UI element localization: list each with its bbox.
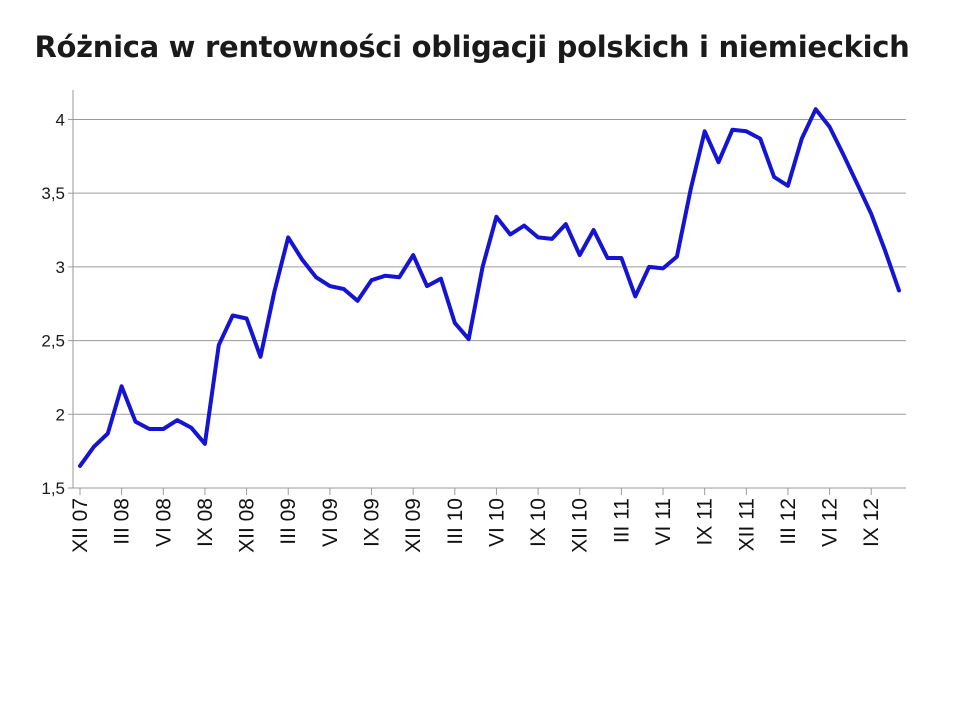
x-tick-label: VI 09 — [319, 498, 342, 547]
data-point — [730, 128, 734, 132]
data-point — [314, 275, 318, 279]
x-tick-label: IX 09 — [361, 498, 384, 547]
data-point — [481, 265, 485, 269]
data-point — [356, 299, 360, 303]
data-point — [744, 129, 748, 133]
data-point — [397, 275, 401, 279]
x-tick-label: VI 10 — [485, 498, 508, 547]
data-point — [106, 432, 110, 436]
axes — [68, 90, 906, 495]
series-layer — [78, 107, 901, 468]
chart-title: Różnica w rentowności obligacji polskich… — [34, 30, 910, 64]
data-point — [439, 277, 443, 281]
data-point — [494, 215, 498, 219]
data-point — [272, 290, 276, 294]
data-point — [855, 182, 859, 186]
y-tick-label: 1,5 — [41, 479, 65, 498]
data-point — [883, 249, 887, 253]
data-point — [814, 107, 818, 111]
data-point — [92, 445, 96, 449]
data-point — [689, 187, 693, 191]
data-point — [633, 294, 637, 298]
data-point — [786, 184, 790, 188]
data-point — [661, 266, 665, 270]
data-point — [147, 427, 151, 431]
data-point — [592, 228, 596, 232]
data-point — [328, 284, 332, 288]
data-point — [342, 287, 346, 291]
data-point — [217, 343, 221, 347]
data-point — [536, 235, 540, 239]
data-point — [772, 175, 776, 179]
data-point — [564, 222, 568, 226]
data-point — [189, 426, 193, 430]
data-point — [231, 314, 235, 318]
x-tick-label: III 11 — [610, 498, 633, 543]
y-tick-label: 3 — [56, 258, 65, 277]
data-point — [897, 289, 901, 293]
x-tick-label: VI 12 — [819, 498, 842, 547]
x-tick-label: IX 12 — [860, 498, 883, 547]
data-point — [647, 265, 651, 269]
data-point — [578, 253, 582, 257]
data-point — [175, 418, 179, 422]
data-point — [758, 137, 762, 141]
data-point — [370, 278, 374, 282]
data-point — [522, 224, 526, 228]
data-point — [134, 420, 138, 424]
grid-lines — [73, 118, 906, 415]
data-point — [619, 256, 623, 260]
x-tick-label: IX 10 — [527, 498, 550, 547]
data-point — [828, 125, 832, 129]
data-point — [245, 317, 249, 321]
y-tick-label: 2,5 — [41, 332, 65, 351]
x-tick-label: III 10 — [444, 498, 467, 545]
data-point — [120, 384, 124, 388]
x-tick-label: III 09 — [277, 498, 300, 545]
data-point — [800, 137, 804, 141]
series-line — [78, 107, 901, 468]
data-point — [286, 235, 290, 239]
x-tick-labels: XII 07 III 08 VI 08 IX 08 XII 08 III 09 VI 09 I… — [69, 498, 883, 553]
x-tick-label: VI 08 — [152, 498, 175, 547]
x-tick-label: VI 11 — [652, 498, 675, 545]
x-tick-label: XII 10 — [569, 498, 592, 553]
data-point — [717, 160, 721, 164]
data-point — [383, 274, 387, 278]
data-point — [203, 442, 207, 446]
x-tick-label: IX 11 — [694, 498, 717, 545]
data-point — [675, 255, 679, 259]
data-point — [411, 253, 415, 257]
data-point — [703, 129, 707, 133]
x-tick-label: III 08 — [111, 498, 134, 545]
x-tick-label: XII 11 — [735, 498, 758, 551]
x-tick-label: XII 09 — [402, 498, 425, 553]
y-tick-label: 4 — [56, 110, 65, 129]
data-point — [467, 337, 471, 341]
data-point — [869, 212, 873, 216]
x-tick-label: III 12 — [777, 498, 800, 545]
x-tick-label: IX 08 — [194, 498, 217, 547]
data-point — [425, 284, 429, 288]
data-point — [78, 464, 82, 468]
y-tick-label: 3,5 — [41, 184, 65, 203]
y-tick-labels: 1,5 2 2,5 3 3,5 4 — [41, 110, 65, 498]
data-point — [161, 427, 165, 431]
y-tick-label: 2 — [56, 405, 65, 424]
x-tick-label: XII 08 — [236, 498, 259, 553]
data-point — [842, 153, 846, 157]
data-point — [606, 256, 610, 260]
data-point — [508, 233, 512, 237]
data-point — [300, 258, 304, 262]
x-tick-label: XII 07 — [69, 498, 92, 553]
data-point — [259, 355, 263, 359]
data-point — [550, 237, 554, 241]
data-point — [453, 321, 457, 325]
